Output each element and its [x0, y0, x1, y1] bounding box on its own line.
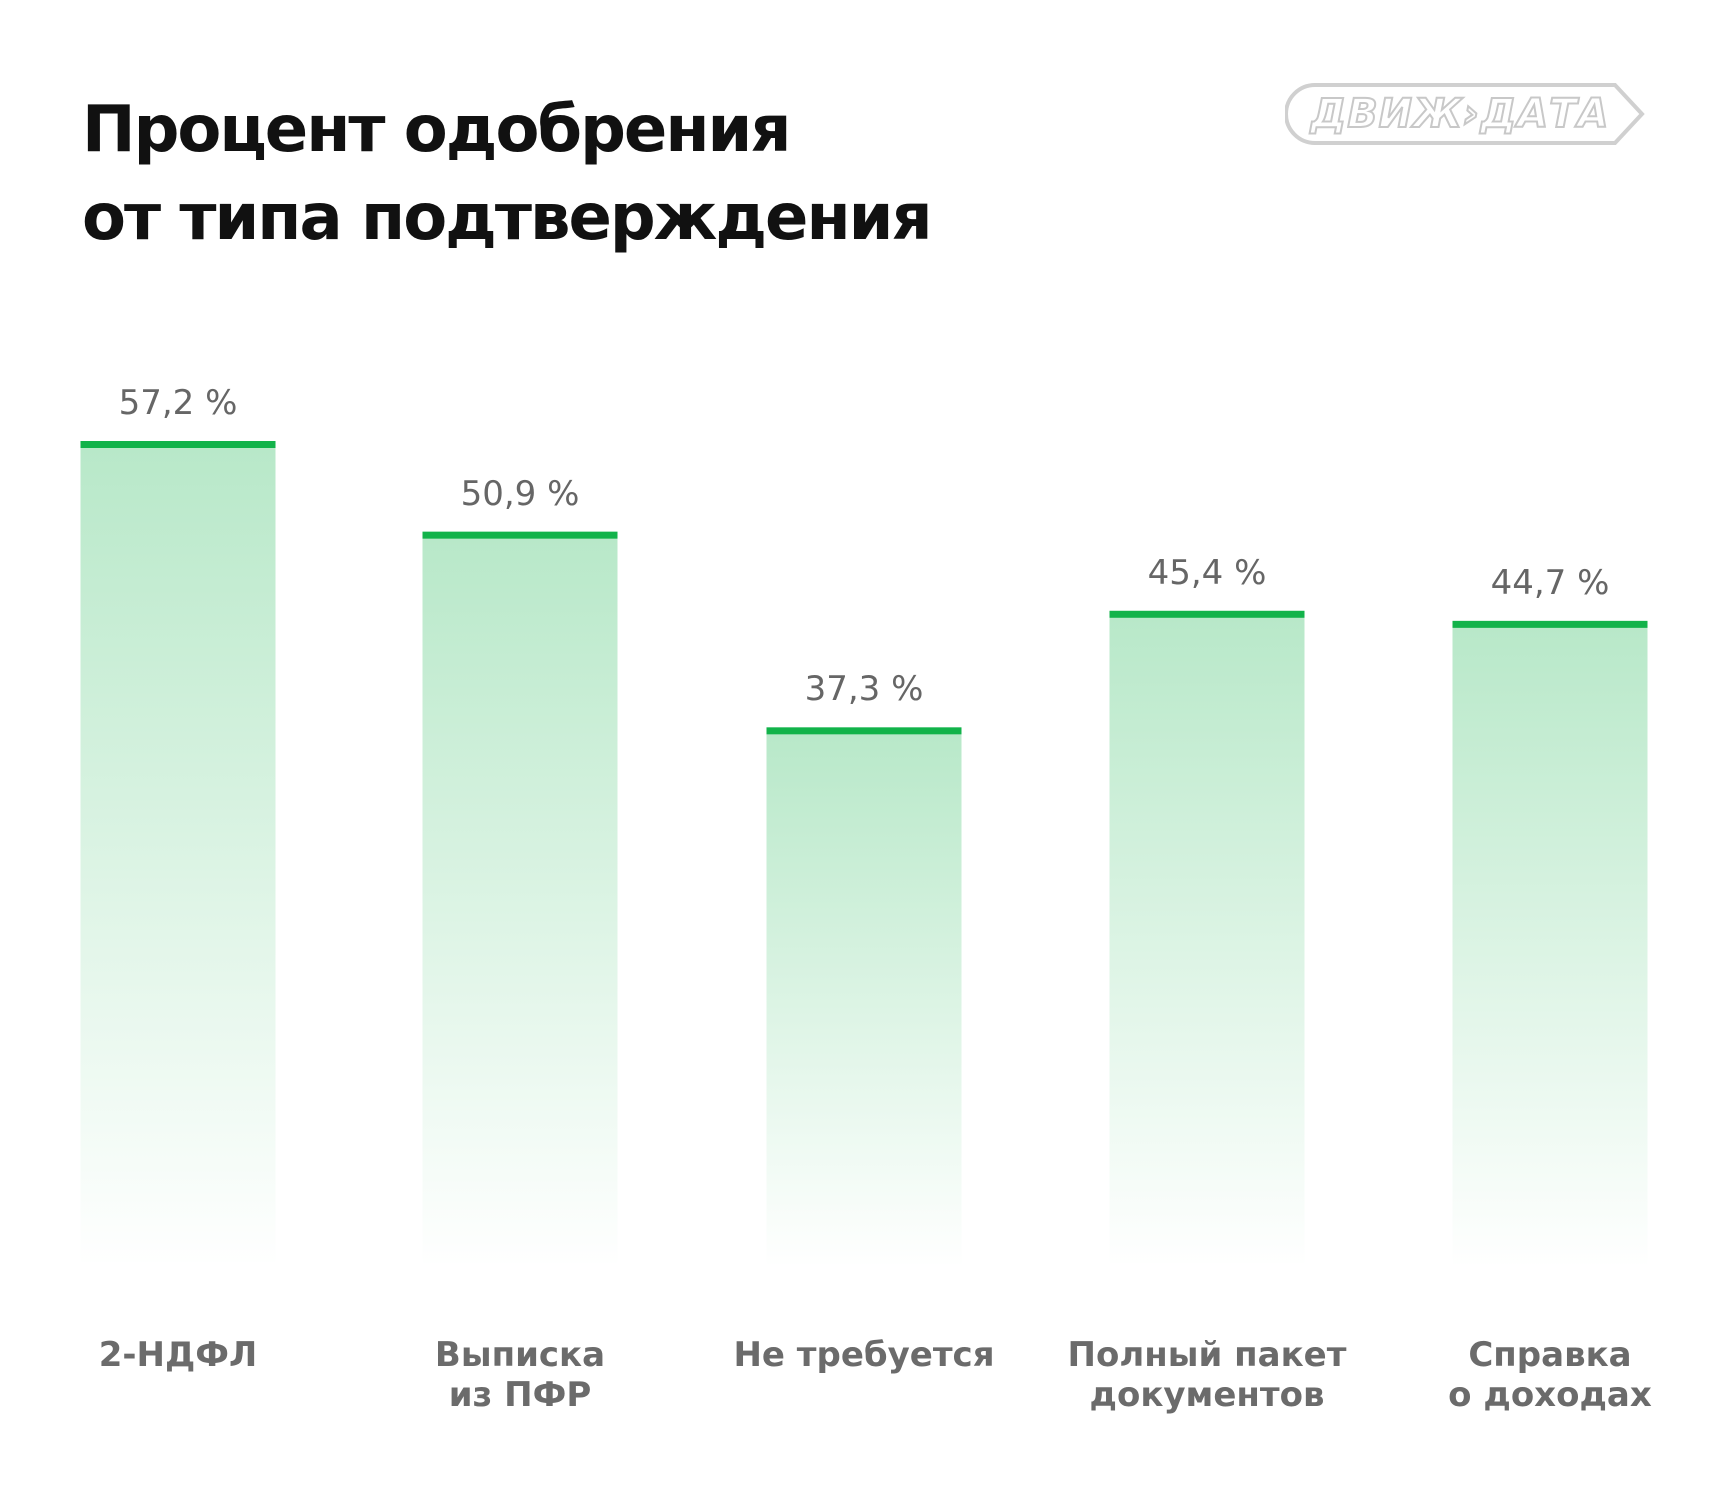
- x-tick-label: Полный пакет документов: [1067, 1335, 1347, 1415]
- bar-top: [1109, 610, 1305, 618]
- x-tick-label: Не требуется: [733, 1335, 995, 1375]
- bar-top: [1452, 620, 1648, 628]
- x-tick-label: Выписка из ПФР: [434, 1335, 606, 1415]
- x-tick-label: 2-НДФЛ: [98, 1335, 258, 1375]
- bar: [766, 731, 962, 1268]
- bar: [1452, 624, 1648, 1268]
- value-label: 37,3 %: [804, 669, 924, 710]
- bar: [1109, 614, 1305, 1268]
- chart-title: Процент одобрения от типа подтверждения: [82, 93, 933, 255]
- value-label: 44,7 %: [1490, 562, 1610, 603]
- bar: [422, 535, 618, 1268]
- x-tick-label: Справка о доходах: [1448, 1335, 1652, 1415]
- value-label: 45,4 %: [1147, 552, 1267, 593]
- bar-top: [766, 727, 962, 735]
- value-label: 57,2 %: [118, 383, 238, 423]
- logo: ДВИЖ›ДАТА: [1310, 90, 1610, 138]
- bar-top: [422, 531, 618, 539]
- logo-frame: [1285, 83, 1645, 145]
- value-label: 50,9 %: [460, 473, 580, 514]
- bar: [80, 445, 276, 1268]
- bar-top: [80, 441, 276, 448]
